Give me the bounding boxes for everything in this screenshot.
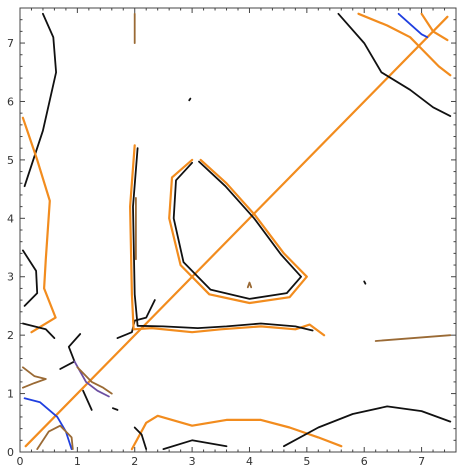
curve-black-9 xyxy=(82,389,93,411)
y-tick-label: 1 xyxy=(7,388,14,401)
curve-black-26 xyxy=(337,12,452,117)
curves-layer xyxy=(21,12,452,451)
curve-brown-11 xyxy=(76,366,113,395)
y-tick-label: 6 xyxy=(7,95,14,108)
curve-black-8 xyxy=(59,333,82,370)
curve-blue-29 xyxy=(397,12,429,39)
y-tick-label: 0 xyxy=(7,446,14,459)
curve-orange-0 xyxy=(24,15,449,448)
curve-black-30 xyxy=(363,280,367,285)
x-tick-label: 5 xyxy=(303,455,310,468)
curve-black-24 xyxy=(133,426,148,450)
curve-orange-27 xyxy=(357,12,452,77)
x-tick-label: 1 xyxy=(74,455,81,468)
y-tick-label: 4 xyxy=(7,212,14,225)
y-tick-label: 5 xyxy=(7,154,14,167)
x-tick-label: 3 xyxy=(189,455,196,468)
curve-black-23 xyxy=(162,439,228,450)
curve-black-13 xyxy=(116,299,156,339)
x-tick-label: 2 xyxy=(131,455,138,468)
curve-black-12 xyxy=(112,407,119,411)
curve-orange-28 xyxy=(420,12,449,42)
y-tick-label: 3 xyxy=(7,271,14,284)
curve-orange-22 xyxy=(130,414,343,451)
curve-orange-2 xyxy=(21,116,57,334)
curve-black-20 xyxy=(188,97,192,102)
curve-black-1 xyxy=(23,12,57,188)
curve-black-3 xyxy=(22,249,39,307)
curve-black-15 xyxy=(132,147,314,332)
y-tick-label: 2 xyxy=(7,329,14,342)
curve-orange-17 xyxy=(168,158,308,305)
curve-brown-7 xyxy=(36,424,74,450)
x-tick-label: 0 xyxy=(17,455,24,468)
x-tick-label: 6 xyxy=(361,455,368,468)
curve-black-4 xyxy=(22,322,56,339)
ticks-layer: 0 1 2 3 4 5 6 7 0 1 2 3 4 5 6 7 xyxy=(7,7,457,468)
curve-black-25 xyxy=(283,405,452,448)
x-tick-label: 7 xyxy=(418,455,425,468)
curve-brown-5 xyxy=(22,366,47,389)
x-tick-label: 4 xyxy=(246,455,253,468)
curve-purple-10 xyxy=(73,360,110,398)
curve-brown-31 xyxy=(374,334,452,342)
curve-blue-6 xyxy=(23,397,73,450)
y-tick-label: 7 xyxy=(7,37,14,50)
curve-brown-19 xyxy=(246,281,253,289)
curve-black-18 xyxy=(172,160,302,300)
